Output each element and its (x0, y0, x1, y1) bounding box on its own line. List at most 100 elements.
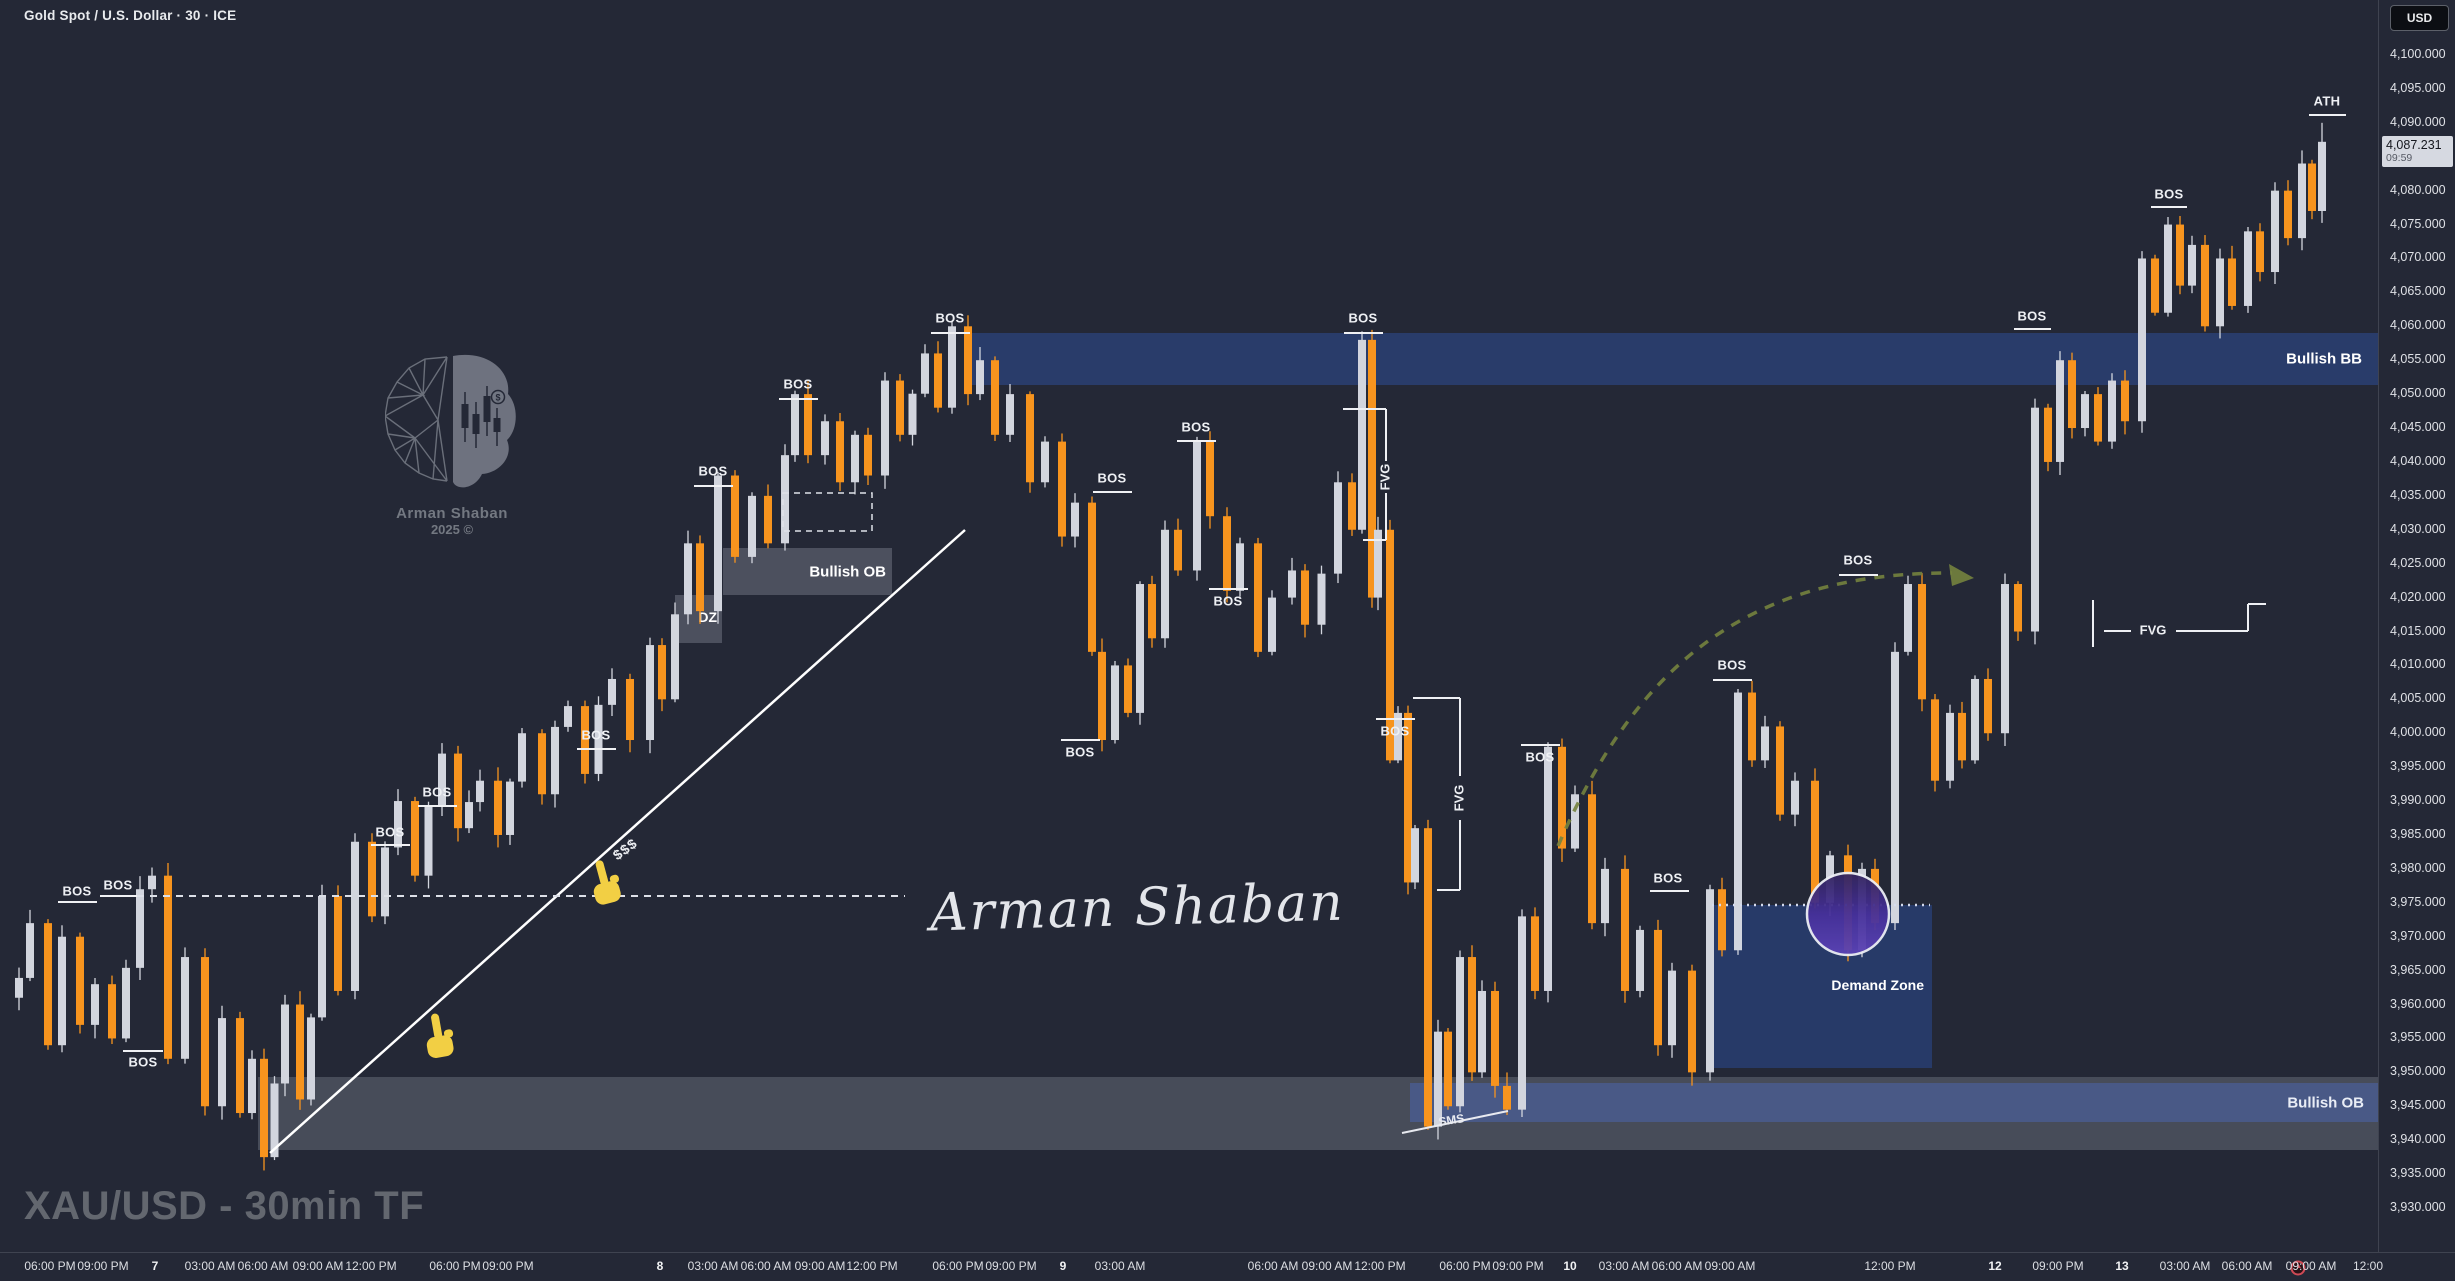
price-tick: 4,090.000 (2390, 114, 2446, 129)
candle-up (381, 847, 389, 917)
candle-up (148, 875, 156, 890)
entry-circle[interactable] (1805, 871, 1891, 957)
time-tick: 12:00 PM (345, 1259, 397, 1273)
candle-up (1971, 678, 1979, 761)
candle-down (804, 394, 812, 456)
candle-down (454, 753, 462, 829)
candle-up (2001, 584, 2009, 734)
candle-down (1058, 441, 1066, 537)
candle-up (1518, 916, 1526, 1110)
candle-down (1984, 678, 1992, 734)
time-tick: 09:00 PM (1492, 1259, 1544, 1273)
price-tick: 4,030.000 (2390, 521, 2446, 536)
time-axis[interactable]: 06:00 PM 09:00 PM 7 03:00 AM 06:00 AM 09:00 A… (0, 1252, 2455, 1281)
pointing-up-hand-icon (426, 1013, 454, 1058)
candle-up (248, 1058, 256, 1114)
candle-up (791, 394, 799, 456)
candle-up (1601, 868, 1609, 924)
time-tick: 9 (1059, 1259, 1067, 1273)
candle-down (1368, 339, 1376, 598)
bottom-ob-label: Bullish OB (2287, 1094, 2364, 1111)
candle-down (260, 1058, 268, 1158)
bullish-bb-label: Bullish BB (2286, 350, 2362, 368)
candle-up (518, 733, 526, 782)
candle-up (1317, 573, 1326, 625)
candle-down (1254, 543, 1262, 652)
time-tick: 06:00 PM (1439, 1259, 1491, 1273)
candle-down (1444, 1031, 1452, 1107)
price-tick: 4,050.000 (2390, 386, 2446, 401)
candle-down (2068, 360, 2076, 429)
candle-up (1411, 828, 1419, 883)
candle-down (1748, 692, 1756, 761)
candle-down (201, 957, 209, 1107)
candle-up (714, 475, 722, 612)
candle-down (1531, 916, 1539, 991)
consolidation-dashed-box[interactable] (782, 492, 873, 532)
candle-up (2244, 231, 2252, 306)
session-clock-icon[interactable] (2289, 1259, 2307, 1277)
time-tick: 03:00 AM (1598, 1259, 1650, 1273)
candle-up (26, 923, 34, 978)
time-tick: 09:00 AM (292, 1259, 344, 1273)
price-tick: 4,095.000 (2390, 80, 2446, 95)
brain-logo-icon: $ (384, 354, 516, 488)
time-tick: 10 (1563, 1259, 1577, 1273)
candle-up (1358, 339, 1366, 530)
candle-down (1931, 699, 1939, 781)
candle-up (1734, 692, 1742, 951)
candle-down (896, 380, 904, 435)
price-tick: 4,070.000 (2390, 250, 2446, 265)
candle-up (465, 802, 473, 829)
candle-down (764, 495, 772, 544)
candle-up (506, 781, 514, 835)
time-tick: 09:00 AM (1704, 1259, 1756, 1273)
fvg-label: FVG (1451, 785, 1466, 812)
candle-up (318, 896, 326, 1018)
price-tick: 4,045.000 (2390, 420, 2446, 435)
candle-up (2216, 258, 2224, 327)
bullish-ob-label: Bullish OB (809, 563, 886, 580)
candle-up (1478, 990, 1486, 1073)
candle-up (821, 421, 829, 456)
candle-down (2044, 407, 2052, 462)
candle-down (1088, 502, 1096, 652)
time-tick: 06:00 PM (429, 1259, 481, 1273)
candle-up (781, 455, 789, 544)
candle-down (76, 936, 84, 1025)
candle-down (494, 780, 502, 835)
price-tick: 4,020.000 (2390, 589, 2446, 604)
candle-up (1791, 780, 1799, 815)
time-tick: 03:00 AM (1094, 1259, 1146, 1273)
candle-up (136, 889, 144, 968)
candle-down (1124, 665, 1132, 713)
candle-up (476, 780, 484, 803)
candle-down (2094, 394, 2102, 442)
price-tick: 3,985.000 (2390, 826, 2446, 841)
sms-trendline[interactable] (1401, 1110, 1509, 1134)
trendline[interactable] (269, 529, 966, 1154)
projection-arrow[interactable] (1556, 564, 1974, 847)
candle-up (122, 967, 130, 1039)
current-price-badge: 4,087.231 09:59 (2382, 136, 2453, 167)
candle-up (270, 1083, 279, 1158)
time-tick: 06:00 PM (24, 1259, 76, 1273)
candle-down (2201, 244, 2209, 327)
candle-up (1236, 543, 1244, 591)
demand-zone-label: Demand Zone (1831, 977, 1924, 993)
candle-up (2056, 360, 2064, 462)
text-annotations: SMS $$$ (610, 835, 1466, 1129)
candle-up (1668, 970, 1676, 1046)
currency-button[interactable]: USD (2390, 5, 2449, 31)
candle-up (1006, 394, 1014, 435)
candle-down (731, 475, 739, 557)
candle-up (1268, 597, 1276, 652)
candle-down (108, 984, 116, 1039)
candle-down (1776, 726, 1784, 815)
current-price-value: 4,087.231 (2386, 138, 2442, 152)
price-tick: 4,060.000 (2390, 318, 2446, 333)
price-tick: 4,025.000 (2390, 555, 2446, 570)
candle-down (1348, 482, 1356, 530)
price-axis[interactable]: 4,087.231 09:59 4,100.000 4,095.000 4,090.… (2378, 0, 2455, 1252)
